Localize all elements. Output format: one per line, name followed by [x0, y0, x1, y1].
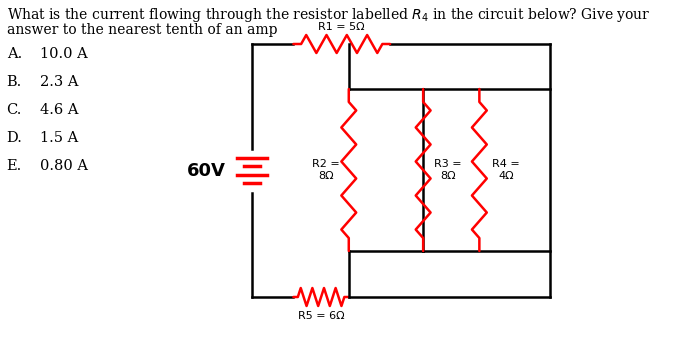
Text: C.: C.: [7, 103, 22, 117]
Text: R2 =
8Ω: R2 = 8Ω: [312, 159, 340, 181]
Text: 60V: 60V: [187, 161, 225, 179]
Text: answer to the nearest tenth of an amp: answer to the nearest tenth of an amp: [7, 23, 277, 37]
Text: A.: A.: [7, 47, 22, 61]
Text: 2.3 A: 2.3 A: [40, 75, 78, 89]
Text: D.: D.: [7, 131, 23, 145]
Text: 1.5 A: 1.5 A: [40, 131, 78, 145]
Text: R4 =
4Ω: R4 = 4Ω: [492, 159, 520, 181]
Text: R5 = 6Ω: R5 = 6Ω: [298, 311, 345, 321]
Text: 4.6 A: 4.6 A: [40, 103, 78, 117]
Text: What is the current flowing through the resistor labelled $R_4$ in the circuit b: What is the current flowing through the …: [7, 6, 650, 24]
Text: E.: E.: [7, 159, 22, 173]
Text: B.: B.: [7, 75, 22, 89]
Text: 10.0 A: 10.0 A: [40, 47, 88, 61]
Text: R1 = 5Ω: R1 = 5Ω: [319, 22, 365, 32]
Text: R3 =
8Ω: R3 = 8Ω: [434, 159, 462, 181]
Text: 0.80 A: 0.80 A: [40, 159, 88, 173]
